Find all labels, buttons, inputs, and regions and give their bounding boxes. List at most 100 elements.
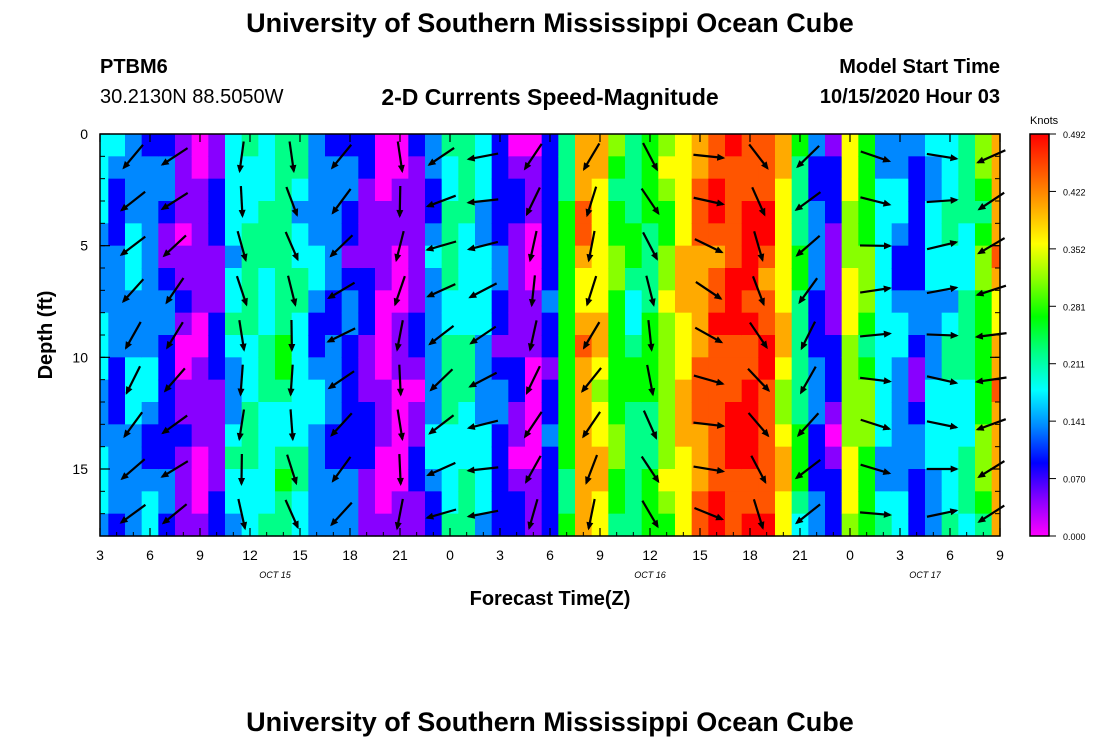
- heatmap-cell: [691, 446, 709, 470]
- heatmap-cell: [358, 201, 376, 224]
- heatmap-cell: [725, 469, 743, 492]
- heatmap-cell: [891, 245, 909, 269]
- heatmap-cell: [375, 424, 393, 448]
- heatmap-cell: [225, 424, 243, 448]
- heatmap-cell: [108, 513, 126, 537]
- heatmap-cell: [975, 223, 993, 247]
- x-tick-label: 12: [642, 547, 658, 563]
- current-vector-head: [882, 423, 892, 431]
- heatmap-cell: [458, 178, 476, 202]
- heatmap-cell: [125, 290, 143, 314]
- heatmap-cell: [341, 201, 359, 224]
- heatmap-cell: [941, 446, 959, 470]
- heatmap-cell: [258, 335, 276, 358]
- heatmap-cell: [625, 446, 643, 470]
- heatmap-cell: [825, 201, 843, 224]
- heatmap-cell: [791, 491, 809, 515]
- heatmap-cell: [908, 379, 926, 403]
- heatmap-cell: [208, 312, 226, 336]
- heatmap-cell: [841, 402, 859, 425]
- heatmap-cell: [675, 134, 693, 157]
- heatmap-cell: [191, 469, 209, 492]
- heatmap-cell: [508, 357, 526, 381]
- heatmap-cell: [408, 379, 426, 403]
- heatmap-cell: [725, 245, 743, 269]
- heatmap-cell: [925, 335, 943, 358]
- heatmap-cell: [100, 379, 109, 403]
- heatmap-cell: [875, 357, 893, 381]
- heatmap-cell: [208, 178, 226, 202]
- heatmap-cell: [158, 201, 176, 224]
- current-vector-head: [950, 465, 959, 473]
- heatmap-cell: [275, 335, 293, 358]
- heatmap-cell: [108, 402, 126, 425]
- x-tick-label: 0: [446, 547, 454, 563]
- current-vector-head: [716, 421, 726, 429]
- heatmap-cell: [808, 156, 826, 180]
- heatmap-cell: [191, 513, 209, 537]
- heatmap-cell: [275, 245, 293, 269]
- heatmap-cell: [741, 245, 759, 269]
- heatmap-cell: [525, 513, 543, 537]
- heatmap-cell: [158, 446, 176, 470]
- heatmap-cell: [491, 446, 509, 470]
- heatmap-cell: [775, 357, 793, 381]
- heatmap-cell: [775, 491, 793, 515]
- heatmap-cell: [558, 402, 576, 425]
- current-vector-head: [585, 476, 592, 485]
- heatmap-cell: [825, 446, 843, 470]
- heatmap-cell: [708, 268, 726, 291]
- heatmap-cell: [375, 446, 393, 470]
- heatmap-cell: [341, 513, 359, 537]
- heatmap-cell: [641, 156, 659, 180]
- heatmap-cell: [741, 335, 759, 358]
- heatmap-cell: [441, 245, 459, 269]
- heatmap-cell: [625, 223, 643, 247]
- heatmap-cell: [825, 469, 843, 492]
- heatmap-cell: [491, 312, 509, 336]
- current-vector-head: [975, 289, 985, 297]
- heatmap-cell: [341, 357, 359, 381]
- heatmap-cell: [158, 312, 176, 336]
- heatmap-cell: [108, 335, 126, 358]
- heatmap-cell: [941, 424, 959, 448]
- heatmap-cell: [308, 446, 326, 470]
- heatmap-cell: [708, 223, 726, 247]
- current-vector-head: [761, 161, 769, 170]
- heatmap-cell: [691, 156, 709, 180]
- heatmap-cell: [108, 223, 126, 247]
- heatmap-cell: [541, 424, 559, 448]
- current-vector-head: [527, 253, 535, 263]
- heatmap-cell: [191, 178, 209, 202]
- heatmap-cell: [541, 156, 559, 180]
- heatmap-cell: [408, 424, 426, 448]
- current-vector-head: [716, 153, 726, 161]
- heatmap-cell: [841, 513, 859, 537]
- heatmap-cell: [841, 201, 859, 224]
- heatmap-cell: [925, 446, 943, 470]
- heatmap-cell: [475, 424, 493, 448]
- heatmap-cell: [808, 201, 826, 224]
- heatmap-cell: [375, 156, 393, 180]
- heatmap-cell: [525, 335, 543, 358]
- heatmap-cell: [341, 469, 359, 492]
- heatmap-cell: [591, 335, 609, 358]
- heatmap-cell: [708, 134, 726, 157]
- heatmap-cell: [308, 513, 326, 537]
- heatmap-cell: [858, 156, 876, 180]
- date-label: OCT 16: [634, 570, 666, 580]
- heatmap-cell: [758, 268, 776, 291]
- x-tick-label: 9: [596, 547, 604, 563]
- y-axis-label: Depth (ft): [35, 291, 57, 380]
- heatmap-cell: [658, 491, 676, 515]
- heatmap-cell: [100, 201, 109, 224]
- heatmap-cell: [875, 379, 893, 403]
- current-vector-head: [580, 384, 589, 393]
- heatmap-cell: [775, 469, 793, 492]
- heatmap-cell: [391, 245, 409, 269]
- heatmap-cell: [691, 357, 709, 381]
- heatmap-cell: [225, 223, 243, 247]
- heatmap-cell: [308, 357, 326, 381]
- current-vector-head: [883, 377, 892, 385]
- heatmap-cell: [308, 379, 326, 403]
